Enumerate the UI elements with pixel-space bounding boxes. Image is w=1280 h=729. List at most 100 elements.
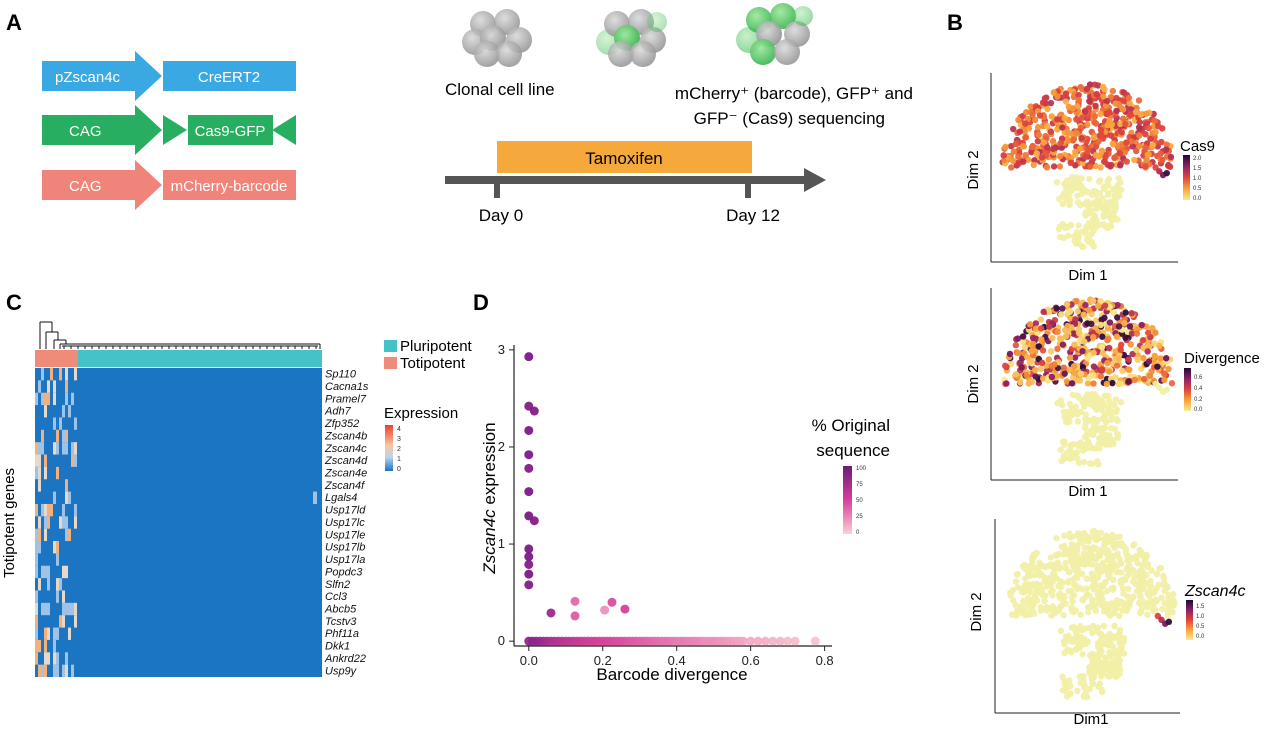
umap-point — [1049, 571, 1057, 578]
umap-point — [1060, 612, 1067, 619]
umap-point — [1101, 212, 1108, 220]
promoter-arrow — [42, 105, 162, 155]
umap-point — [1120, 590, 1127, 597]
umap-point — [1154, 363, 1161, 370]
umap-point — [1028, 604, 1035, 612]
svg-text:0.0: 0.0 — [1194, 407, 1203, 413]
umap-point — [1164, 584, 1171, 591]
umap-point — [1134, 356, 1142, 363]
umap-point — [1028, 148, 1035, 156]
umap-point — [1125, 585, 1132, 593]
umap-point — [1059, 305, 1066, 312]
umap-point — [1090, 380, 1097, 387]
pluripotent-annotation-bar — [78, 350, 322, 367]
panel-a-letter: A — [6, 10, 22, 35]
umap-point — [1117, 162, 1124, 169]
heatmap-cell — [65, 368, 68, 381]
umap-point — [1151, 352, 1158, 360]
umap-point — [1012, 578, 1020, 585]
umap-point — [1071, 341, 1078, 348]
umap-point — [1074, 455, 1081, 462]
promoter-arrow — [42, 51, 162, 101]
heatmap-cell — [35, 392, 38, 406]
heatmap-cell — [62, 602, 65, 616]
umap-point — [1059, 200, 1067, 208]
umap-point — [1064, 129, 1072, 137]
umap-point — [1075, 240, 1082, 247]
scatter-point — [524, 569, 534, 579]
heatmap-cell — [74, 516, 77, 529]
svg-text:2: 2 — [397, 446, 401, 453]
heatmap-cell — [38, 664, 41, 677]
umap-point — [1090, 200, 1098, 207]
svg-text:0.4: 0.4 — [1194, 386, 1203, 392]
umap-point — [1010, 597, 1017, 604]
umap-point — [1064, 550, 1071, 558]
heatmap-cell — [53, 491, 56, 504]
legend-pluripotent-label: Pluripotent — [400, 338, 473, 355]
scatter-point — [524, 425, 534, 435]
umap-point — [1129, 143, 1136, 150]
heatmap-cell — [44, 664, 47, 677]
umap-point — [1082, 153, 1089, 160]
heatmap-cell — [59, 417, 62, 430]
umap-point — [1119, 115, 1127, 122]
umap-point — [1065, 309, 1072, 316]
umap-point — [1075, 643, 1082, 651]
umap-point — [1163, 355, 1170, 362]
umap-point — [1080, 641, 1088, 648]
umap-point — [1111, 154, 1118, 162]
umap-point — [1097, 569, 1104, 576]
y-tick-label: 0 — [498, 633, 505, 648]
umap-point — [1074, 308, 1082, 315]
umap-point — [1078, 134, 1085, 142]
umap-point — [1093, 90, 1100, 98]
umap-point — [1097, 297, 1104, 305]
umap-point — [1095, 203, 1102, 210]
umap-point — [1080, 403, 1088, 410]
promoter-arrow — [42, 160, 162, 210]
umap-point — [1048, 373, 1056, 381]
umap-point — [1082, 230, 1089, 237]
umap-point — [1138, 571, 1145, 578]
umap-point — [1092, 529, 1100, 536]
umap-point — [1031, 366, 1039, 374]
heatmap-cell — [35, 652, 38, 665]
umap-point — [1090, 363, 1098, 370]
heatmap-cell — [71, 392, 74, 406]
umap-point — [1108, 416, 1115, 424]
heatmap-cell — [62, 429, 65, 443]
svg-text:0.5: 0.5 — [1193, 186, 1202, 192]
umap-point — [1071, 362, 1078, 370]
x-axis-label: Dim 1 — [1068, 267, 1107, 284]
scatter-point — [524, 352, 534, 362]
umap-point — [1134, 559, 1141, 567]
umap-point — [1022, 581, 1029, 588]
umap-point — [1025, 596, 1033, 604]
heatmap-cell — [41, 429, 44, 443]
gene-label: Usp17lc — [325, 517, 365, 529]
umap-point — [1035, 131, 1043, 138]
umap-point — [1097, 668, 1104, 675]
umap-point — [1014, 570, 1021, 578]
heatmap-y-title: Totipotent genes — [1, 468, 18, 578]
umap-point — [1043, 122, 1051, 130]
heatmap-cell — [65, 491, 68, 504]
umap-point — [1099, 660, 1107, 667]
umap-point — [1085, 306, 1093, 314]
umap-point — [1126, 323, 1134, 330]
svg-text:1.5: 1.5 — [1193, 166, 1202, 172]
umap-point — [1053, 179, 1061, 186]
legend-colorbar — [1183, 155, 1190, 200]
umap-point — [1095, 138, 1102, 145]
umap-point — [1003, 380, 1010, 387]
umap-point — [1138, 321, 1145, 329]
heatmap-cell — [74, 417, 77, 430]
heatmap-cell — [59, 516, 62, 529]
umap-point — [1012, 371, 1020, 378]
heatmap-cell — [62, 615, 65, 628]
umap-point — [1031, 116, 1039, 124]
umap-point — [1117, 542, 1124, 549]
umap-point — [1158, 594, 1165, 601]
